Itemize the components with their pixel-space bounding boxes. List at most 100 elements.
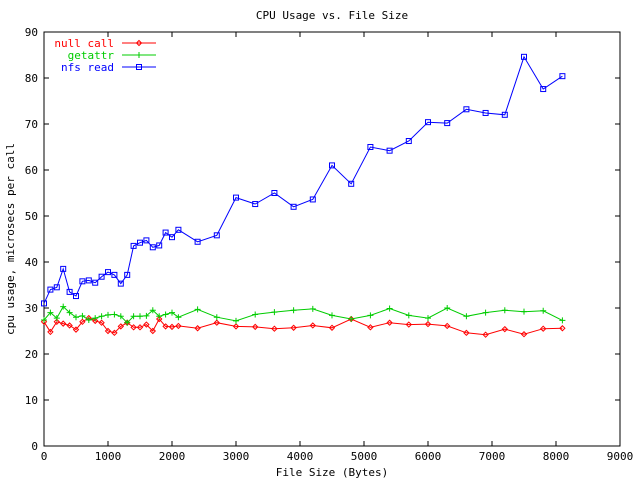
- data-point-null-call: [501, 325, 509, 333]
- data-point-getattr: [309, 305, 316, 312]
- y-tick-label: 90: [25, 26, 38, 39]
- data-point-getattr: [175, 314, 182, 321]
- data-point-null-call: [194, 325, 201, 332]
- data-point-null-call: [66, 322, 73, 329]
- data-point-null-call: [143, 321, 150, 328]
- data-point-getattr: [329, 312, 335, 319]
- series-null-call: [40, 314, 566, 338]
- data-point-getattr: [405, 312, 412, 319]
- data-point-null-call: [386, 319, 393, 326]
- x-tick-label: 8000: [543, 450, 570, 463]
- data-point-nfs-read: [105, 269, 111, 276]
- data-point-nfs-read: [143, 237, 150, 244]
- data-point-nfs-read: [66, 288, 73, 295]
- x-tick-label: 7000: [479, 450, 506, 463]
- y-tick-label: 0: [31, 440, 38, 453]
- data-point-null-call: [168, 323, 176, 331]
- legend-marker-nfs-read: [136, 64, 142, 70]
- data-point-nfs-read: [47, 286, 54, 293]
- data-point-nfs-read: [175, 226, 182, 233]
- y-tick-label: 80: [25, 72, 38, 85]
- data-point-null-call: [463, 329, 470, 337]
- data-point-null-call: [53, 318, 61, 326]
- data-point-null-call: [79, 318, 86, 326]
- data-point-getattr: [463, 313, 470, 320]
- data-point-getattr: [501, 307, 508, 314]
- data-point-getattr: [169, 309, 175, 316]
- y-tick-label: 50: [25, 210, 38, 223]
- y-tick-label: 20: [25, 348, 38, 361]
- legend-label-null-call: null call: [54, 37, 114, 50]
- series-line-nfs-read: [43, 55, 563, 304]
- y-tick-label: 40: [25, 256, 38, 269]
- data-point-nfs-read: [194, 238, 201, 245]
- data-point-nfs-read: [482, 109, 489, 116]
- data-point-getattr: [73, 314, 79, 321]
- data-point-getattr: [149, 307, 156, 314]
- series-getattr: [41, 303, 566, 326]
- data-point-nfs-read: [98, 273, 105, 280]
- data-point-nfs-read: [425, 119, 431, 126]
- data-point-getattr: [137, 313, 143, 320]
- data-point-null-call: [47, 328, 54, 336]
- data-point-null-call: [309, 322, 317, 329]
- data-point-nfs-read: [111, 271, 118, 278]
- data-point-null-call: [405, 321, 413, 328]
- x-axis-ticks: 0 1000 2000 3000 4000 5000 6000 7000 8000 9000: [41, 32, 633, 463]
- data-point-getattr: [162, 311, 169, 318]
- x-tick-label: 6000: [415, 450, 442, 463]
- legend-marker-null-call: [135, 39, 143, 47]
- data-point-getattr: [521, 308, 527, 315]
- data-point-null-call: [213, 319, 221, 326]
- data-point-getattr: [386, 305, 393, 312]
- data-point-null-call: [443, 322, 451, 330]
- data-point-nfs-read: [444, 120, 451, 127]
- data-point-null-call: [117, 323, 125, 330]
- y-tick-label: 30: [25, 302, 38, 315]
- data-point-getattr: [143, 312, 150, 319]
- data-point-null-call: [111, 329, 118, 337]
- data-point-nfs-read: [405, 138, 412, 145]
- data-point-nfs-read: [85, 277, 92, 284]
- data-point-nfs-read: [463, 106, 470, 113]
- data-point-null-call: [91, 317, 99, 325]
- data-point-null-call: [175, 322, 182, 330]
- data-point-getattr: [425, 315, 431, 322]
- x-tick-label: 2000: [159, 450, 186, 463]
- data-point-null-call: [136, 324, 144, 331]
- data-point-null-call: [328, 324, 336, 331]
- y-axis-label: cpu usage, microsecs per call: [4, 143, 17, 335]
- data-point-nfs-read: [540, 86, 547, 93]
- data-point-getattr: [79, 312, 86, 319]
- x-tick-label: 4000: [287, 450, 314, 463]
- data-point-nfs-read: [41, 300, 47, 307]
- data-point-getattr: [233, 317, 239, 324]
- data-point-nfs-read: [559, 73, 566, 80]
- data-point-nfs-read: [117, 280, 124, 287]
- data-point-nfs-read: [53, 284, 60, 291]
- data-point-nfs-read: [367, 144, 374, 150]
- data-point-getattr: [85, 316, 92, 323]
- data-point-null-call: [290, 324, 297, 331]
- data-point-null-call: [98, 319, 105, 326]
- series-line-getattr: [43, 305, 563, 324]
- data-point-nfs-read: [271, 190, 278, 196]
- legend-label-nfs-read: nfs read: [61, 61, 114, 74]
- data-point-nfs-read: [162, 229, 169, 236]
- data-point-nfs-read: [309, 196, 316, 203]
- y-tick-label: 70: [25, 118, 38, 131]
- series-nfs-read: [41, 53, 566, 307]
- data-point-getattr: [156, 313, 163, 320]
- chart-title: CPU Usage vs. File Size: [256, 9, 408, 22]
- data-point-getattr: [60, 303, 67, 310]
- data-point-getattr: [540, 307, 547, 314]
- data-point-nfs-read: [156, 242, 163, 249]
- x-tick-label: 5000: [351, 450, 378, 463]
- data-point-null-call: [40, 318, 48, 326]
- data-point-getattr: [213, 314, 220, 321]
- data-point-null-call: [72, 326, 80, 333]
- data-point-getattr: [92, 315, 99, 322]
- data-point-null-call: [104, 327, 112, 335]
